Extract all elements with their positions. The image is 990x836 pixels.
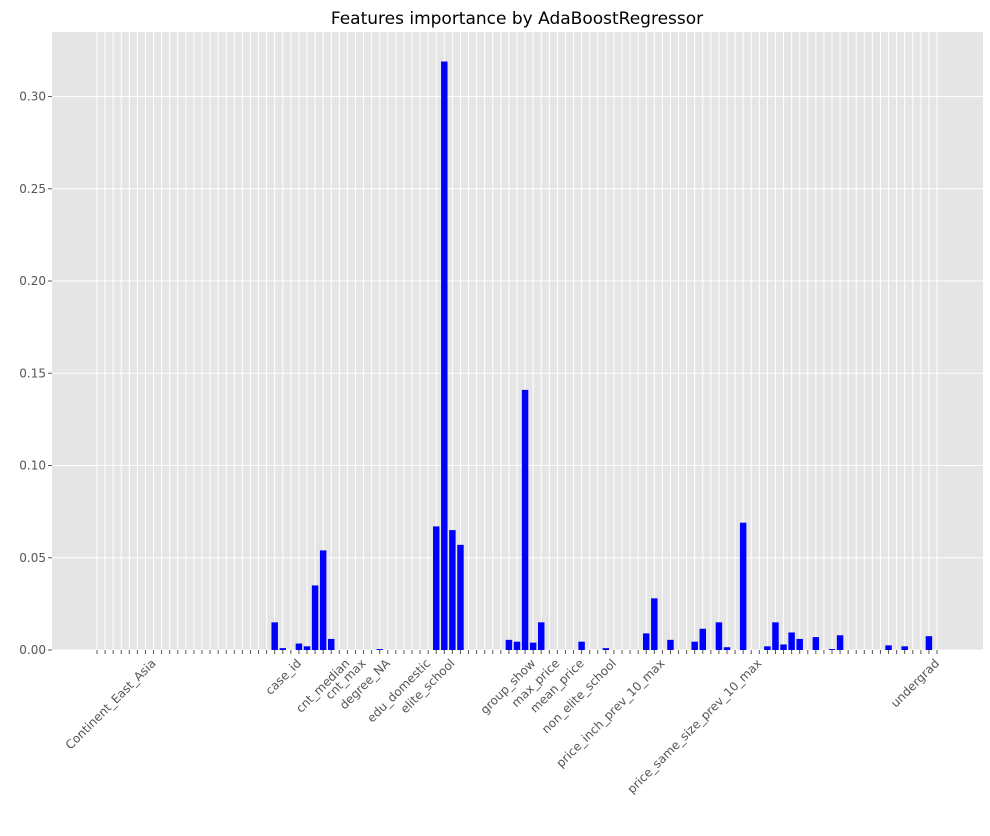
bar [780, 644, 787, 650]
bar [449, 530, 456, 650]
bar [376, 649, 383, 650]
bar [505, 639, 513, 650]
y-tick-label: 0.20 [19, 274, 46, 288]
bar [433, 526, 440, 650]
y-tick-label: 0.15 [19, 366, 46, 380]
bar [521, 389, 529, 650]
bar [279, 648, 286, 650]
y-tick-label: 0.10 [19, 459, 46, 473]
bar [715, 622, 723, 650]
bar [441, 61, 448, 650]
y-tick-label: 0.00 [19, 643, 46, 657]
bar [691, 641, 698, 650]
bar [901, 646, 908, 650]
chart-title: Features importance by AdaBoostRegressor [331, 9, 703, 29]
bar [578, 641, 585, 650]
x-tick-label: case_id [263, 656, 304, 697]
bar [651, 598, 658, 650]
bar [925, 636, 933, 650]
bar [295, 643, 303, 650]
bar [319, 550, 327, 650]
bar [788, 632, 795, 650]
bar [764, 646, 771, 650]
bar [828, 649, 836, 650]
bar [739, 522, 747, 650]
bar [271, 622, 278, 650]
x-tick-label: undergrad [888, 656, 942, 710]
y-tick-label: 0.30 [19, 90, 46, 104]
bar [699, 628, 706, 650]
bar [836, 635, 844, 650]
bar [796, 638, 803, 650]
x-tick-label: Continent_East_Asia [63, 656, 159, 752]
bar [667, 639, 674, 650]
bar [303, 646, 311, 650]
bar [311, 585, 319, 650]
bar [723, 647, 731, 650]
y-tick-label: 0.05 [19, 551, 46, 565]
bar [328, 638, 335, 650]
y-tick-label: 0.25 [19, 182, 46, 196]
bar [643, 633, 650, 650]
bar [538, 622, 545, 650]
bar [812, 637, 820, 650]
bar [602, 648, 610, 650]
bar [457, 544, 464, 650]
bar [513, 641, 521, 650]
bar [772, 622, 779, 650]
bar [885, 645, 892, 650]
bar [529, 642, 537, 650]
